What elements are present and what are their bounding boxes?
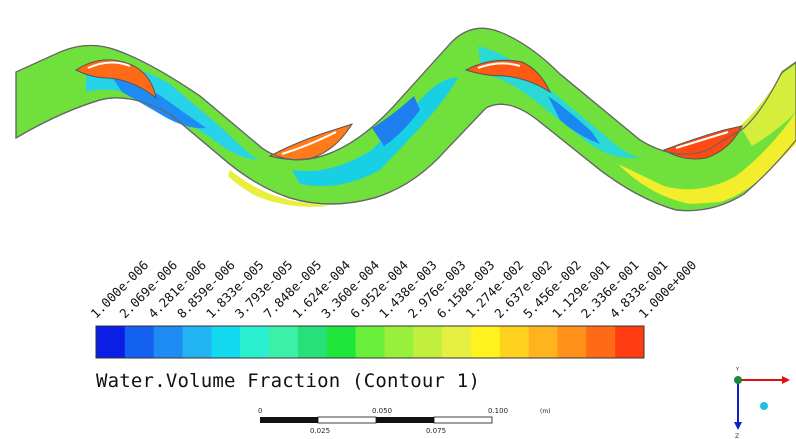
legend-swatch [499,326,530,358]
axis-triad[interactable]: Y Z [716,360,796,439]
scale-tick-label: 0 [258,407,262,415]
legend-swatch [413,326,443,358]
triad-y-label: Y [735,367,740,373]
triad-sphere-icon [760,402,768,410]
scale-unit-label: (m) [540,408,551,415]
scale-tick-label: 0.100 [488,407,508,415]
legend-swatch [124,326,155,358]
core-region [548,96,600,144]
legend-swatch [211,326,241,358]
scale-tick-label: 0.075 [426,427,446,435]
legend-swatch [240,326,270,358]
baffle-edge [675,131,729,149]
scale-segment [317,416,377,424]
legend-swatch [470,326,501,358]
yellow-region [618,112,796,204]
legend-swatch [384,326,414,358]
legend-swatch [269,326,299,358]
baffle [74,59,157,100]
baffle-edge [477,62,521,69]
baffle-edge [281,131,337,155]
core-region [110,74,206,129]
legend-swatch [355,326,385,358]
legend-swatch [615,326,645,358]
triad-z-label: Z [735,433,739,439]
legend-swatch [182,326,212,358]
legend-swatch [326,326,357,358]
core-region [372,96,420,146]
triad-z-arrowhead [734,422,742,430]
legend-swatch [297,326,328,358]
scale-segment [260,417,318,423]
legend-swatch [586,326,616,358]
yellow-region [740,64,796,146]
legend-swatch [153,326,184,358]
legend-colorbar [96,326,645,358]
legend-swatch [442,326,472,358]
legend-colorbar-border [95,325,645,359]
legend-title: Water.Volume Fraction (Contour 1) [96,370,481,392]
scale-tick-label: 0.050 [372,407,392,415]
legend-swatch [528,326,558,358]
contour-plot-view[interactable] [0,0,796,215]
scale-segment [433,416,493,424]
channel-outline [15,27,796,212]
baffle-edge [87,61,131,69]
triad-x-arrowhead [782,376,790,384]
scale-tick-label: 0.025 [310,427,330,435]
color-legend: 1.000e-0062.069e-0064.281e-0068.859e-006… [88,257,700,359]
legend-swatch [96,326,126,358]
scale-bar: 0 0.050 0.100 (m) 0.025 0.075 [258,407,551,435]
scale-segment [376,417,434,423]
yellow-region [228,170,330,207]
baffle [464,59,552,94]
triad-origin-icon [734,376,742,384]
legend-label-group: 1.000e-0062.069e-0064.281e-0068.859e-006… [88,257,700,321]
legend-swatch [557,326,587,358]
